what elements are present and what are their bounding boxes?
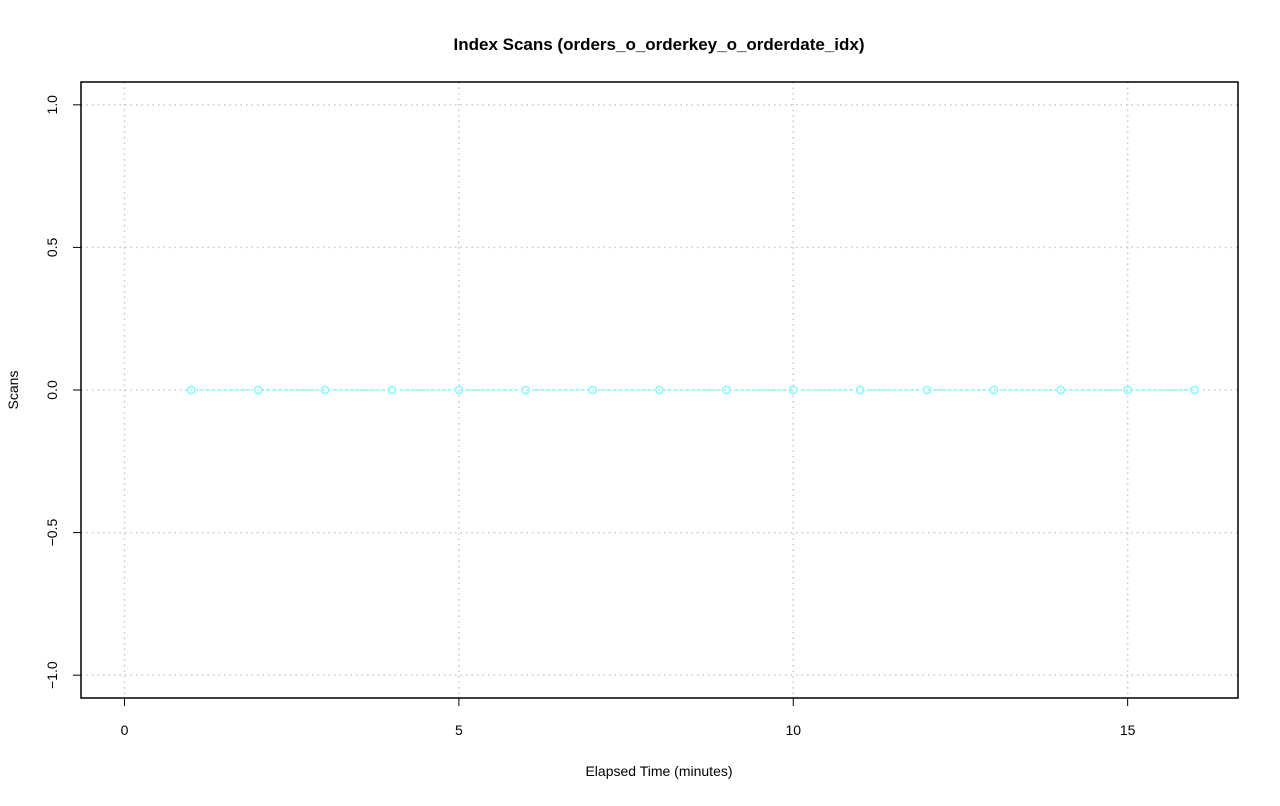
grid [81,82,1238,698]
data-point [186,385,196,395]
y-tick-label: 0.5 [44,237,60,257]
data-point [721,385,731,395]
x-tick-label: 10 [785,722,801,738]
y-axis: −1.0 −0.5 0.0 0.5 1.0 [44,95,81,689]
x-tick-label: 5 [455,722,463,738]
data-point [655,385,664,395]
x-tick-label: 15 [1120,722,1136,738]
data-point [1056,385,1066,395]
x-axis-label: Elapsed Time (minutes) [585,763,732,779]
data-point [387,385,397,395]
y-tick-label: 0.0 [44,380,60,400]
x-axis: 0 5 10 15 [121,697,1136,738]
data-point [989,385,999,395]
data-point [588,385,598,395]
y-tick-label: −0.5 [44,519,60,547]
data-point [454,385,464,395]
x-tick-label: 0 [121,722,129,738]
y-axis-label: Scans [5,371,21,410]
data-point [320,385,330,395]
data-point [253,385,263,395]
series [186,385,1199,395]
data-point [1123,385,1133,395]
data-point [521,385,531,395]
data-point [922,385,932,395]
y-tick-label: 1.0 [44,95,60,115]
y-tick-label: −1.0 [44,661,60,689]
chart-title: Index Scans (orders_o_orderkey_o_orderda… [454,35,865,54]
data-point [855,385,865,395]
data-point [1190,385,1199,395]
data-point [788,385,798,395]
